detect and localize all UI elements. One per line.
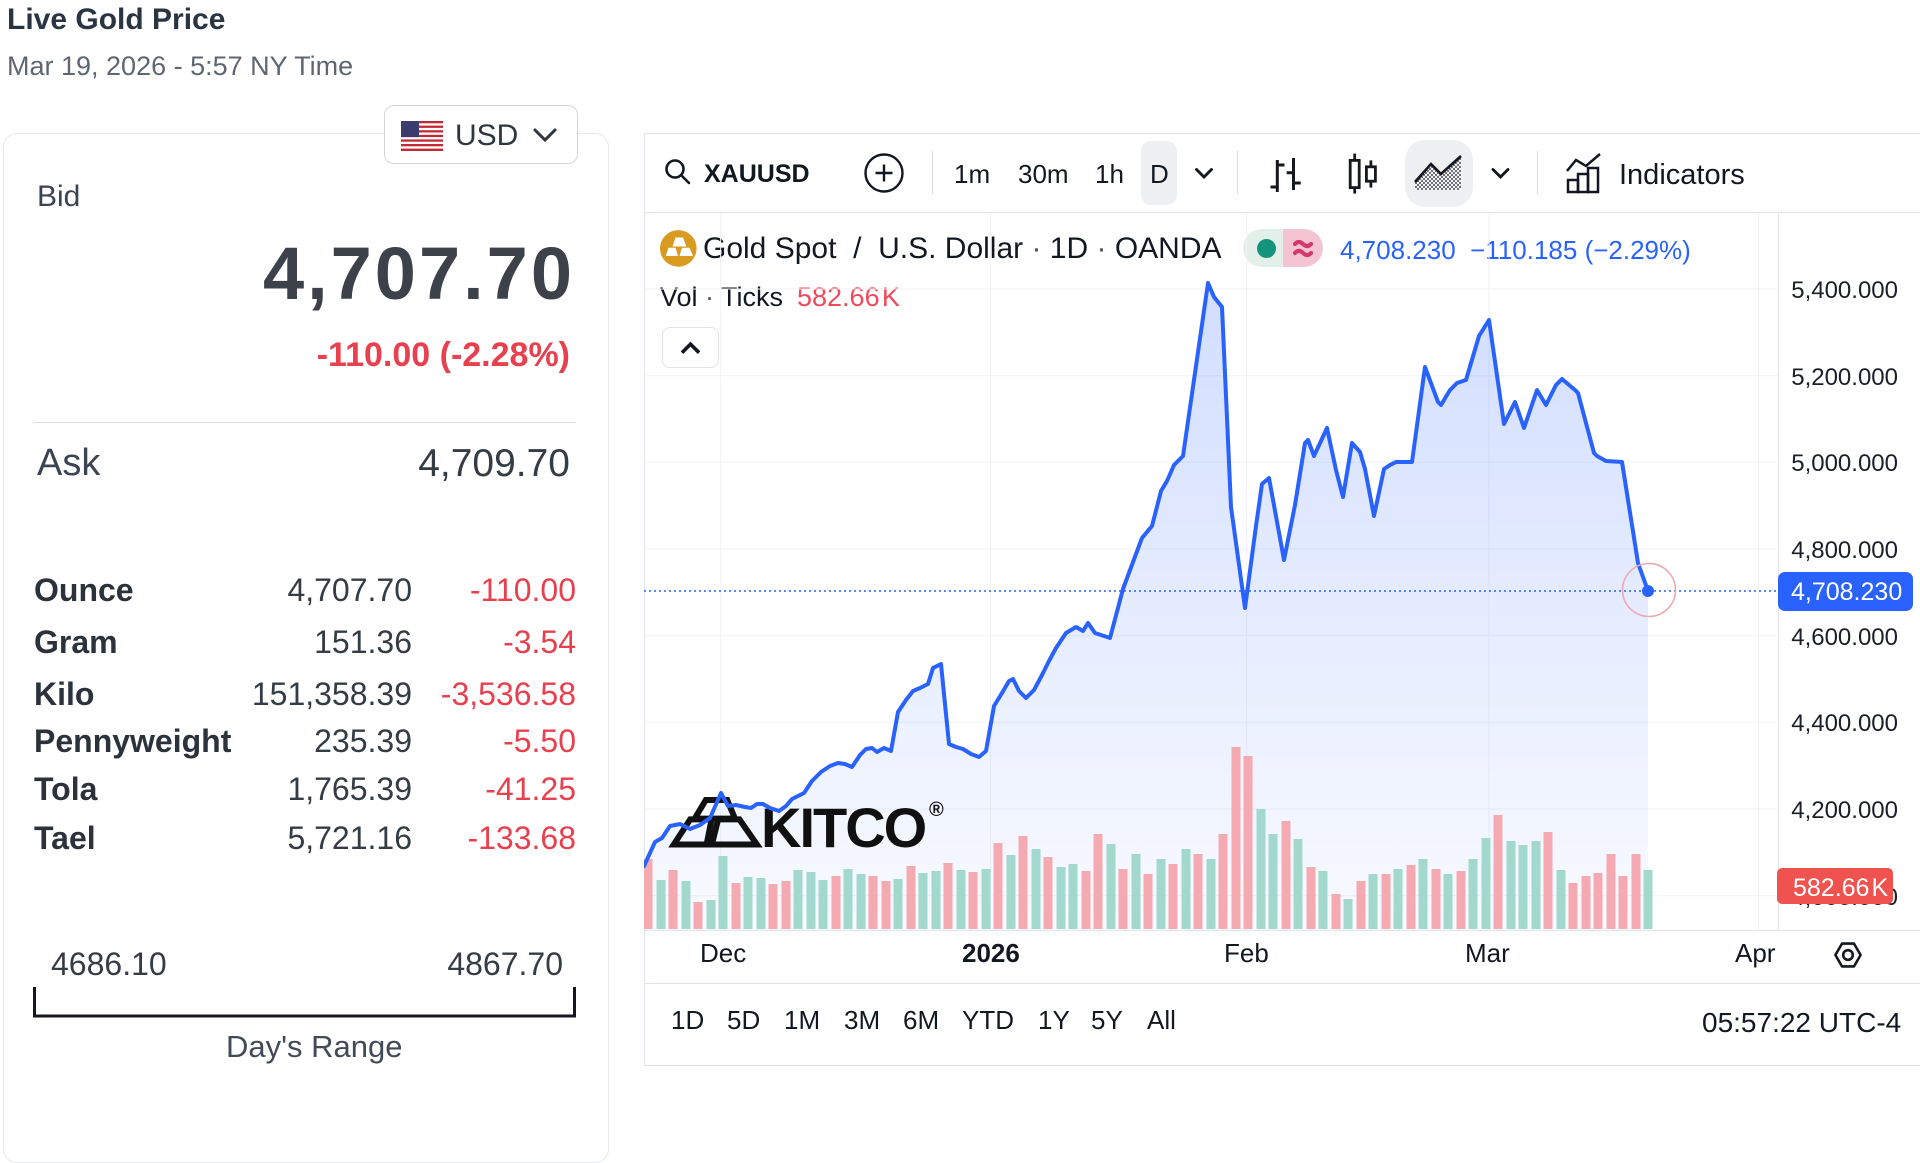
svg-text:KITCO: KITCO bbox=[761, 796, 926, 859]
svg-text:®: ® bbox=[929, 799, 944, 821]
